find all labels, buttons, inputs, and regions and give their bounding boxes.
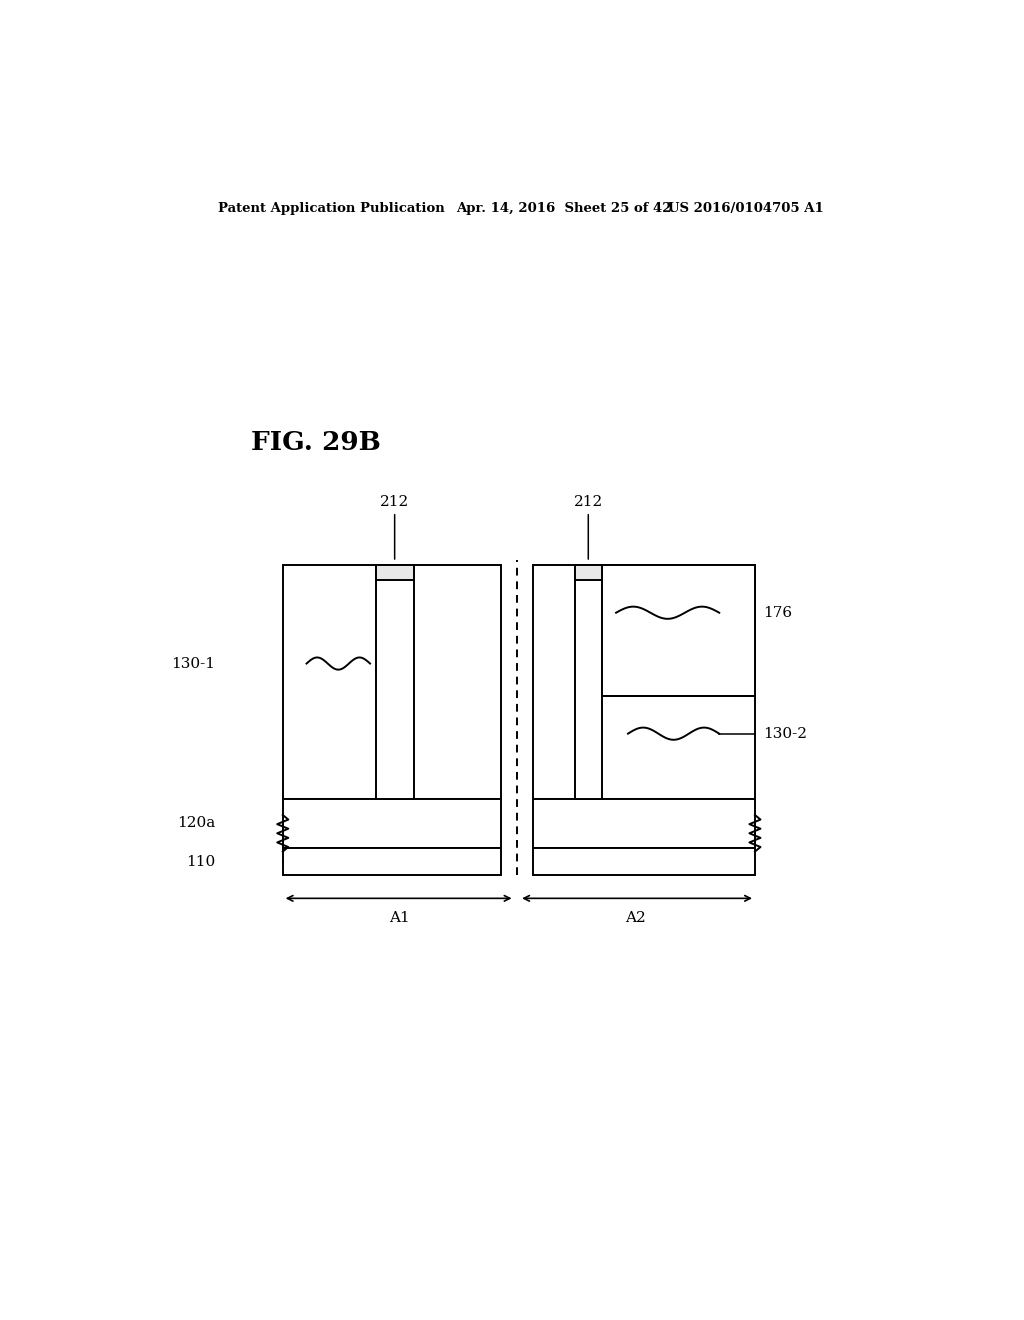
Text: A2: A2 [626, 911, 646, 924]
Text: Apr. 14, 2016  Sheet 25 of 42: Apr. 14, 2016 Sheet 25 of 42 [456, 202, 672, 215]
Text: FIG. 29B: FIG. 29B [251, 430, 381, 455]
Bar [574, 565, 602, 581]
Text: US 2016/0104705 A1: US 2016/0104705 A1 [668, 202, 823, 215]
Bar [376, 565, 414, 581]
Text: 212: 212 [380, 495, 410, 560]
Text: 130-2: 130-2 [763, 727, 807, 741]
Bar [602, 565, 755, 696]
Text: A1: A1 [389, 911, 411, 924]
Bar [283, 847, 501, 875]
Bar [376, 565, 414, 799]
Bar [574, 565, 602, 799]
Bar [532, 565, 755, 799]
Bar [532, 847, 755, 875]
Text: 110: 110 [186, 855, 215, 869]
Text: 212: 212 [573, 495, 603, 560]
Bar [283, 799, 501, 847]
Text: Patent Application Publication: Patent Application Publication [218, 202, 444, 215]
Bar [283, 565, 501, 799]
Bar [532, 799, 755, 847]
Text: 120a: 120a [177, 816, 215, 830]
Text: 130-1: 130-1 [171, 656, 215, 671]
Text: 176: 176 [763, 606, 792, 619]
